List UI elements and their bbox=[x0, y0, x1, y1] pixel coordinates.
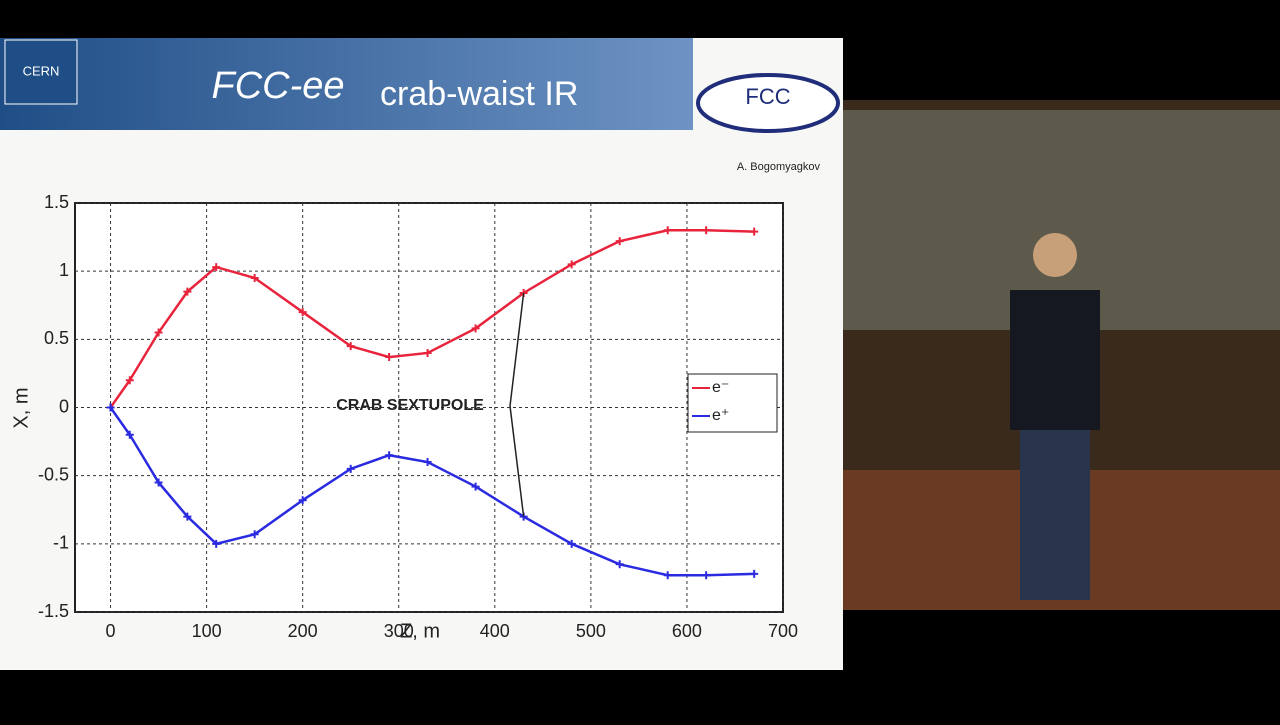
y-tick-label: -0.5 bbox=[38, 464, 69, 484]
legend-box bbox=[687, 373, 778, 433]
x-tick-label: 700 bbox=[768, 621, 798, 641]
fcc-logo-text: FCC bbox=[745, 84, 790, 109]
legend-label: e⁻ bbox=[712, 379, 729, 396]
y-axis-label: X, m bbox=[10, 387, 32, 428]
x-tick-label: 100 bbox=[192, 621, 222, 641]
cern-logo bbox=[4, 39, 78, 105]
point-marker bbox=[154, 478, 163, 487]
speaker bbox=[1010, 290, 1100, 430]
video-room bbox=[843, 100, 1280, 610]
point-marker bbox=[250, 530, 259, 539]
point-marker bbox=[212, 539, 221, 548]
point-marker bbox=[125, 376, 134, 385]
point-marker bbox=[385, 451, 394, 460]
point-marker bbox=[750, 227, 759, 236]
y-tick-label: -1 bbox=[53, 533, 69, 553]
point-marker bbox=[298, 308, 307, 317]
point-marker bbox=[663, 226, 672, 235]
point-marker bbox=[702, 571, 711, 580]
point-marker bbox=[423, 458, 432, 467]
x-axis-label: Z, m bbox=[400, 620, 440, 642]
y-tick-label: 0.5 bbox=[44, 328, 69, 348]
author: A. Bogomyagkov bbox=[737, 161, 821, 173]
point-marker bbox=[298, 496, 307, 505]
point-marker bbox=[385, 353, 394, 362]
annotation-arrow bbox=[509, 405, 525, 517]
point-marker bbox=[154, 328, 163, 337]
x-tick-label: 400 bbox=[480, 621, 510, 641]
point-marker bbox=[471, 482, 480, 491]
slide-title: FCC-ee bbox=[211, 65, 344, 107]
slide-title: crab-waist IR bbox=[380, 75, 578, 113]
y-tick-label: 1.5 bbox=[44, 192, 69, 212]
speaker-head bbox=[1033, 233, 1077, 277]
point-marker bbox=[663, 571, 672, 580]
point-marker bbox=[471, 324, 480, 333]
plot: -1.5 -1 -0.5 0 0.5 1 1.5 0 100 200 300 400 500 600 700… bbox=[38, 192, 798, 641]
speaker-legs bbox=[1020, 430, 1090, 600]
point-marker bbox=[423, 348, 432, 357]
point-marker bbox=[183, 512, 192, 521]
annotation: CRAB SEXTUPOLE bbox=[336, 397, 484, 414]
point-marker bbox=[750, 569, 759, 578]
x-tick-label: 0 bbox=[106, 621, 116, 641]
point-marker bbox=[250, 273, 259, 282]
point-marker bbox=[106, 403, 115, 412]
point-marker bbox=[212, 263, 221, 272]
y-tick-label: 1 bbox=[59, 260, 69, 280]
annotation-arrow bbox=[509, 292, 525, 407]
x-tick-label: 300 bbox=[384, 621, 414, 641]
point-marker bbox=[567, 539, 576, 548]
point-marker bbox=[702, 226, 711, 235]
cern-logo-text: CERN bbox=[23, 63, 60, 78]
point-marker bbox=[346, 342, 355, 351]
point-marker bbox=[183, 287, 192, 296]
point-marker bbox=[346, 464, 355, 473]
point-marker bbox=[615, 560, 624, 569]
y-tick-label: 0 bbox=[59, 396, 69, 416]
x-tick-label: 600 bbox=[672, 621, 702, 641]
x-tick-label: 500 bbox=[576, 621, 606, 641]
x-tick-label: 200 bbox=[288, 621, 318, 641]
point-marker bbox=[567, 260, 576, 269]
fcc-logo bbox=[696, 73, 840, 133]
point-marker bbox=[615, 237, 624, 246]
slide-header bbox=[0, 38, 693, 130]
point-marker bbox=[125, 430, 134, 439]
y-tick-label: -1.5 bbox=[38, 601, 69, 621]
legend-label: e⁺ bbox=[712, 407, 729, 424]
